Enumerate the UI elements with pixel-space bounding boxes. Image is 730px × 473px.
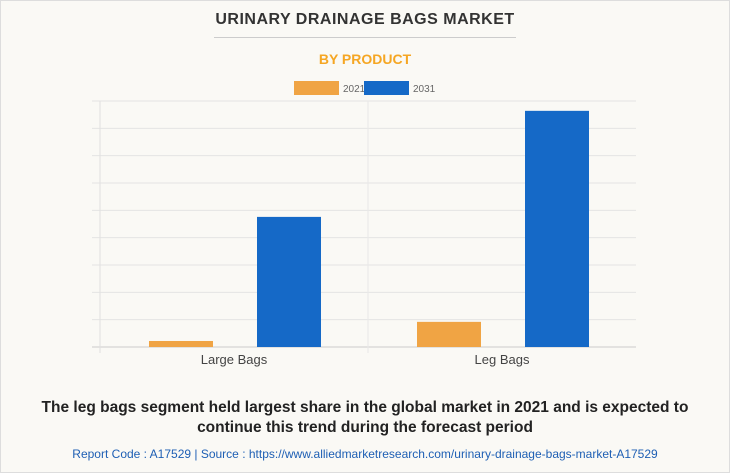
bar-2021-leg-bags <box>417 321 481 347</box>
chart-caption: The leg bags segment held largest share … <box>41 399 689 436</box>
x-tick-label: Large Bags <box>201 352 268 367</box>
title-divider <box>214 37 516 38</box>
chart-subtitle: BY PRODUCT <box>318 51 412 67</box>
legend-swatch-2021 <box>294 81 339 95</box>
bar-2031-leg-bags <box>525 110 589 347</box>
legend-label-2021: 2021 <box>343 84 366 95</box>
chart-title: URINARY DRAINAGE BAGS MARKET <box>215 11 515 28</box>
source-footer: Report Code : A17529 | Source : https://… <box>72 447 658 461</box>
x-tick-label: Leg Bags <box>475 352 530 367</box>
bar-2031-large-bags <box>257 216 321 347</box>
bar-2021-large-bags <box>149 340 213 347</box>
legend-swatch-2031 <box>364 81 409 95</box>
legend-label-2031: 2031 <box>413 84 436 95</box>
